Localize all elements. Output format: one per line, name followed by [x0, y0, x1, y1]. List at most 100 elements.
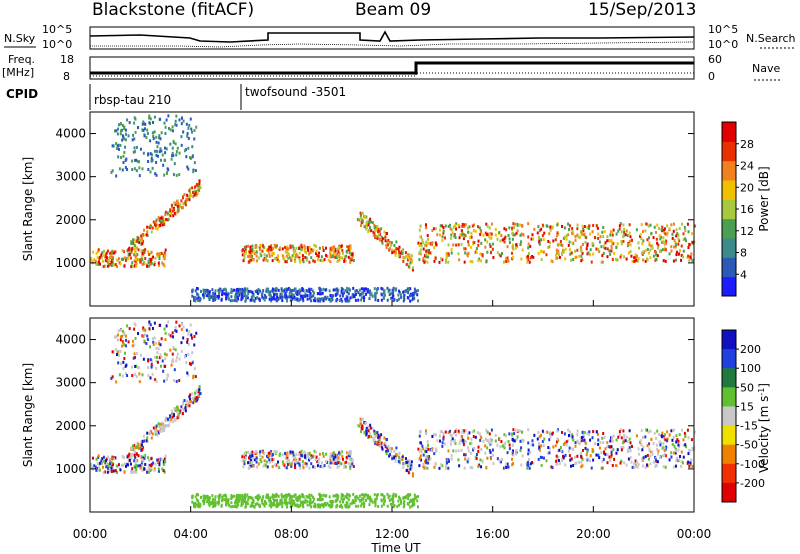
- velocity-point: [641, 448, 644, 452]
- velocity-point: [256, 465, 259, 469]
- power-point: [407, 288, 410, 292]
- velocity-point: [449, 442, 452, 446]
- velocity-point: [273, 494, 276, 498]
- velocity-point: [538, 435, 541, 439]
- velocity-point: [291, 450, 294, 454]
- velocity-point: [455, 428, 458, 432]
- power-point: [251, 248, 254, 252]
- power-point: [398, 289, 401, 293]
- velocity-point: [636, 465, 639, 469]
- velocity-point: [124, 364, 127, 368]
- velocity-point: [528, 458, 531, 462]
- velocity-point: [589, 454, 592, 458]
- velocity-point: [270, 450, 273, 454]
- velocity-point: [610, 450, 613, 454]
- velocity-point: [580, 451, 583, 455]
- power-point: [677, 242, 680, 246]
- power-point: [529, 256, 532, 260]
- power-point: [246, 296, 249, 300]
- power-point: [576, 227, 579, 231]
- velocity-point: [173, 407, 176, 411]
- power-point: [243, 256, 246, 260]
- power-point: [452, 225, 455, 229]
- power-point: [146, 264, 149, 268]
- power-point: [602, 251, 605, 255]
- velocity-point: [541, 440, 544, 444]
- power-point: [375, 235, 378, 239]
- velocity-point: [467, 436, 470, 440]
- power-point: [490, 222, 493, 226]
- velocity-point: [597, 453, 600, 457]
- power-point: [410, 254, 413, 258]
- power-point: [486, 233, 489, 237]
- velocity-point: [564, 453, 567, 457]
- power-point: [380, 227, 383, 231]
- power-point: [250, 248, 253, 252]
- power-point: [259, 244, 262, 248]
- power-point: [324, 288, 327, 292]
- velocity-point: [112, 350, 115, 354]
- power-point: [391, 251, 394, 255]
- power-point: [399, 293, 402, 297]
- velocity-point: [347, 461, 350, 465]
- velocity-point: [140, 455, 143, 459]
- power-point: [372, 233, 375, 237]
- power-point: [406, 287, 409, 291]
- power-point: [560, 224, 563, 228]
- velocity-point: [212, 497, 215, 501]
- velocity-point: [547, 445, 550, 449]
- velocity-point: [330, 504, 333, 508]
- power-point: [401, 252, 404, 256]
- velocity-point: [436, 439, 439, 443]
- power-point: [306, 294, 309, 298]
- power-point: [102, 265, 105, 269]
- power-point: [356, 218, 359, 222]
- power-point: [319, 297, 322, 301]
- velocity-point: [123, 356, 126, 360]
- power-point: [471, 224, 474, 228]
- velocity-point: [461, 430, 464, 434]
- velocity-point: [343, 461, 346, 465]
- velocity-point: [224, 494, 227, 498]
- velocity-point: [406, 459, 409, 463]
- power-point: [649, 244, 652, 248]
- power-point: [121, 257, 124, 261]
- power-point: [349, 244, 352, 248]
- velocity-point: [333, 451, 336, 455]
- power-point: [102, 249, 105, 253]
- power-point: [116, 132, 119, 136]
- velocity-point: [259, 450, 262, 454]
- power-point: [652, 254, 655, 258]
- velocity-point: [363, 503, 366, 507]
- velocity-point: [451, 437, 454, 441]
- velocity-point: [343, 465, 346, 469]
- velocity-point: [181, 402, 184, 406]
- velocity-point: [463, 453, 466, 457]
- velocity-point: [256, 496, 259, 500]
- power-point: [285, 287, 288, 291]
- power-point: [335, 287, 338, 291]
- velocity-point: [374, 497, 377, 501]
- power-point: [422, 259, 425, 263]
- power-point: [335, 253, 338, 257]
- velocity-point: [317, 505, 320, 509]
- power-point: [282, 289, 285, 293]
- velocity-point: [378, 438, 381, 442]
- velocity-point: [108, 465, 111, 469]
- power-point: [565, 237, 568, 241]
- velocity-point: [450, 439, 453, 443]
- power-point: [150, 159, 153, 163]
- power-point: [110, 255, 113, 259]
- velocity-point: [332, 455, 335, 459]
- velocity-point: [191, 396, 194, 400]
- power-point: [445, 258, 448, 262]
- velocity-point: [400, 501, 403, 505]
- power-point: [117, 155, 120, 159]
- velocity-point: [146, 470, 149, 474]
- power-point: [166, 211, 169, 215]
- power-point: [177, 208, 180, 212]
- power-point: [585, 247, 588, 251]
- velocity-point: [268, 460, 271, 464]
- power-point: [684, 237, 687, 241]
- velocity-point: [182, 407, 185, 411]
